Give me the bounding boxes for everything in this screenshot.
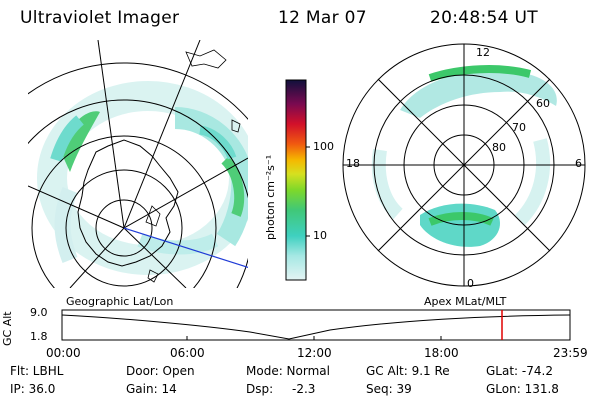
status-seq: Seq: 39 — [366, 382, 412, 396]
status-gc-alt: GC Alt: 9.1 Re — [366, 364, 450, 378]
altitude-tick-9: 9.0 — [30, 306, 48, 319]
antarctica-coastline — [77, 139, 179, 267]
colorbar-tick-100: 100 — [313, 140, 334, 153]
time-label: 20:48:54 UT — [430, 8, 538, 28]
aurora-oval-right-top — [400, 70, 557, 118]
mlt-label-0: 0 — [467, 277, 474, 290]
longitude-grid — [28, 40, 248, 288]
status-dsp-value: -2.3 — [292, 382, 316, 396]
geographic-map — [28, 40, 248, 288]
status-door: Door: Open — [126, 364, 195, 378]
mlt-label-12: 12 — [476, 46, 490, 59]
status-mode: Mode: Normal — [246, 364, 330, 378]
time-tick-1800: 18:00 — [424, 346, 459, 360]
colorbar-unit-label: photon cm⁻²s⁻¹ — [264, 154, 277, 240]
colorbar — [285, 79, 310, 281]
track-line — [123, 227, 248, 268]
status-filter: Flt: LBHL — [10, 364, 64, 378]
time-tick-2359: 23:59 — [553, 346, 588, 360]
altitude-axis-label: GC Alt — [1, 311, 14, 346]
time-tick-0600: 06:00 — [170, 346, 205, 360]
altitude-plot — [61, 309, 571, 341]
status-ip: IP: 36.0 — [10, 382, 56, 396]
apex-polar-plot — [342, 43, 586, 287]
status-gain: Gain: 14 — [126, 382, 177, 396]
instrument-title: Ultraviolet Imager — [20, 8, 180, 28]
aurora-oval-left — [37, 81, 248, 275]
mlt-label-6: 6 — [575, 157, 582, 170]
status-glon: GLon: 131.8 — [486, 382, 559, 396]
altitude-tick-1-8: 1.8 — [30, 330, 48, 343]
mlat-label-80: 80 — [492, 141, 506, 154]
geographic-panel-label: Geographic Lat/Lon — [66, 295, 174, 308]
status-glat: GLat: -74.2 — [486, 364, 553, 378]
time-tick-0000: 00:00 — [46, 346, 81, 360]
time-tick-1200: 12:00 — [297, 346, 332, 360]
status-dsp-label: Dsp: — [246, 382, 274, 396]
latitude-grid — [28, 62, 248, 288]
mlt-label-18: 18 — [346, 157, 360, 170]
mlat-label-70: 70 — [512, 121, 526, 134]
date-label: 12 Mar 07 — [278, 8, 367, 28]
colorbar-tick-10: 10 — [313, 229, 327, 242]
mlat-label-60: 60 — [536, 97, 550, 110]
apex-panel-label: Apex MLat/MLT — [424, 295, 507, 308]
